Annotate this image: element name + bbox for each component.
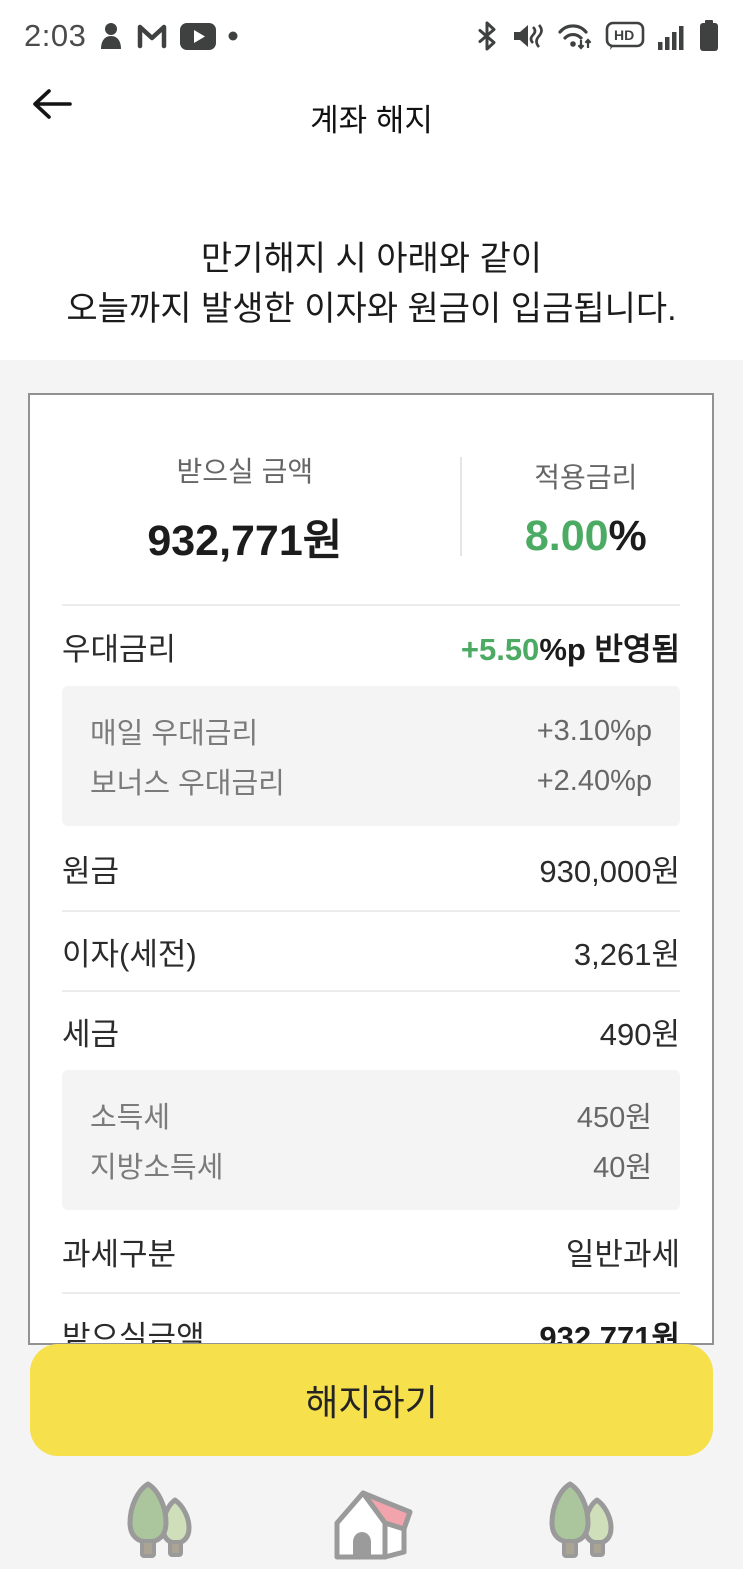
intro-line-2: 오늘까지 발생한 이자와 원금이 입금됩니다. <box>66 290 677 328</box>
preferential-rate-row: 우대금리 +5.50%p 반영됨 <box>30 606 712 686</box>
bonus-rate-row: 보너스 우대금리 +2.40%p <box>90 756 652 806</box>
clock: 2:03 <box>24 18 87 53</box>
daily-rate-label: 매일 우대금리 <box>90 718 259 750</box>
tax-row: 세금 490원 <box>30 992 712 1070</box>
tax-value: 490원 <box>599 1016 680 1052</box>
tax-type-row: 과세구분 일반과세 <box>30 1210 712 1292</box>
gmail-icon <box>136 22 168 50</box>
income-tax-label: 소득세 <box>90 1102 171 1134</box>
principal-row: 원금 930,000원 <box>30 826 712 910</box>
youtube-icon <box>180 22 217 50</box>
local-income-tax-row: 지방소득세 40원 <box>90 1140 652 1190</box>
trees-icon <box>117 1478 205 1569</box>
preferential-rate-value: +5.50%p 반영됨 <box>460 631 680 667</box>
final-amount-row: 받으실금액 932,771원 <box>30 1294 712 1345</box>
final-amount-label: 받으실금액 <box>62 1319 205 1345</box>
page-title: 계좌 해지 <box>310 102 433 138</box>
intro-line-1: 만기해지 시 아래와 같이 <box>200 240 543 278</box>
intro-text: 만기해지 시 아래와 같이 오늘까지 발생한 이자와 원금이 입금됩니다. <box>0 234 743 334</box>
income-tax-value: 450원 <box>576 1102 652 1134</box>
terminate-button[interactable]: 해지하기 <box>30 1344 713 1456</box>
footer-illustration <box>0 1478 743 1569</box>
status-bar: 2:03 HD <box>0 0 743 72</box>
tax-breakdown-box: 소득세 450원 지방소득세 40원 <box>62 1070 680 1210</box>
local-income-tax-value: 40원 <box>593 1152 652 1184</box>
summary-section: 받으실 금액 932,771원 적용금리 8.00% <box>30 395 712 604</box>
svg-text:HD: HD <box>614 27 634 43</box>
applied-rate-label: 적용금리 <box>534 462 638 493</box>
hd-call-icon: HD <box>605 21 645 51</box>
termination-summary-card: 받으실 금액 932,771원 적용금리 8.00% 우대금리 +5.50%p … <box>28 393 714 1345</box>
interest-row: 이자(세전) 3,261원 <box>30 912 712 990</box>
divider <box>62 1292 680 1294</box>
receive-amount-value: 932,771원 <box>147 516 343 565</box>
interest-label: 이자(세전) <box>62 936 197 972</box>
app-header: 계좌 해지 <box>0 78 743 156</box>
notification-dot <box>228 31 238 41</box>
principal-label: 원금 <box>62 853 120 889</box>
tax-type-value: 일반과세 <box>565 1236 680 1272</box>
summary-divider <box>459 457 462 556</box>
local-income-tax-label: 지방소득세 <box>90 1152 224 1184</box>
interest-value: 3,261원 <box>573 936 680 972</box>
applied-rate-value: 8.00% <box>524 512 647 560</box>
receive-amount-label: 받으실 금액 <box>176 455 314 487</box>
tax-label: 세금 <box>62 1016 120 1052</box>
divider <box>62 604 680 606</box>
income-tax-row: 소득세 450원 <box>90 1090 652 1140</box>
divider <box>62 990 680 992</box>
battery-icon <box>699 20 719 52</box>
daily-rate-value: +3.10%p <box>536 714 652 747</box>
final-amount-value: 932,771원 <box>539 1319 680 1345</box>
back-button[interactable] <box>28 86 74 125</box>
divider <box>62 910 680 912</box>
tax-type-label: 과세구분 <box>62 1236 177 1272</box>
bonus-rate-value: +2.40%p <box>536 764 652 797</box>
bonus-rate-label: 보너스 우대금리 <box>90 768 285 800</box>
preferential-rate-label: 우대금리 <box>62 631 177 667</box>
preferential-breakdown-box: 매일 우대금리 +3.10%p 보너스 우대금리 +2.40%p <box>62 686 680 826</box>
bluetooth-icon <box>476 21 498 51</box>
principal-value: 930,000원 <box>539 853 680 889</box>
house-icon <box>325 1478 419 1569</box>
wifi-icon <box>556 21 592 51</box>
daily-rate-row: 매일 우대금리 +3.10%p <box>90 706 652 756</box>
trees-icon <box>539 1478 627 1569</box>
person-icon <box>98 21 124 51</box>
signal-icon <box>658 21 686 51</box>
vibrate-mute-icon <box>511 21 543 51</box>
